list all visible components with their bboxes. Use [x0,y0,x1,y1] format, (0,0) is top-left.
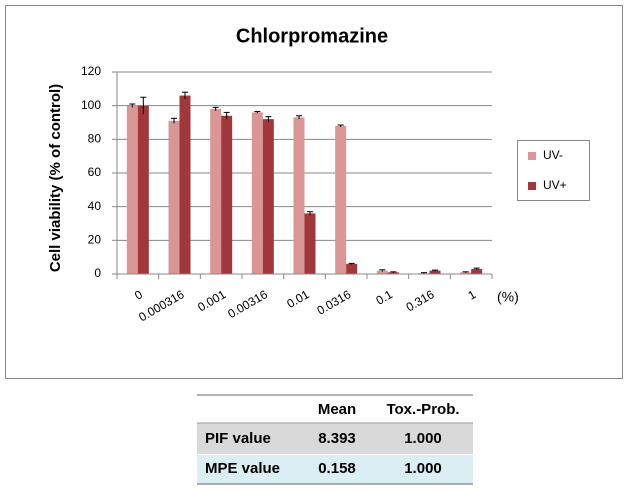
bar [168,120,180,274]
y-tick-label: 80 [88,132,102,146]
y-tick-label: 40 [88,199,102,213]
bar [429,270,441,274]
bar [210,109,222,275]
row-label: MPE value [205,460,280,477]
bar [293,117,305,274]
cell: 8.393 [318,430,356,447]
bar [387,272,399,274]
bar [471,268,483,274]
chart-title: Chlorpromazine [236,25,388,47]
column-header: Tox.-Prob. [386,401,459,418]
y-tick-label: 120 [81,64,101,78]
y-tick-label: 20 [88,233,102,247]
y-axis-label: Cell viability (% of control) [47,84,64,272]
bar [376,270,388,274]
y-tick-label: 0 [94,266,101,280]
bar [221,115,233,275]
legend-label: UV- [543,148,563,162]
legend-swatch [528,152,536,160]
y-tick-label: 100 [81,98,101,112]
bar [126,105,138,275]
cell: 1.000 [404,430,442,447]
bar [137,105,149,275]
bar [262,119,274,274]
row-bg [197,455,473,484]
bar [304,213,316,274]
y-tick-label: 60 [88,165,102,179]
cell: 0.158 [318,460,356,477]
cell: 1.000 [404,460,442,477]
bar [460,272,472,274]
table [197,394,473,485]
row-label: PIF value [205,430,271,447]
bar [179,95,191,274]
bar [346,263,358,274]
x-unit-label: (%) [497,289,519,305]
row-bg [197,423,473,454]
legend-label: UV+ [543,178,567,192]
legend-swatch [528,182,536,190]
legend-box [517,140,590,201]
bar [251,112,263,275]
column-header: Mean [318,401,356,418]
bar [335,125,347,274]
